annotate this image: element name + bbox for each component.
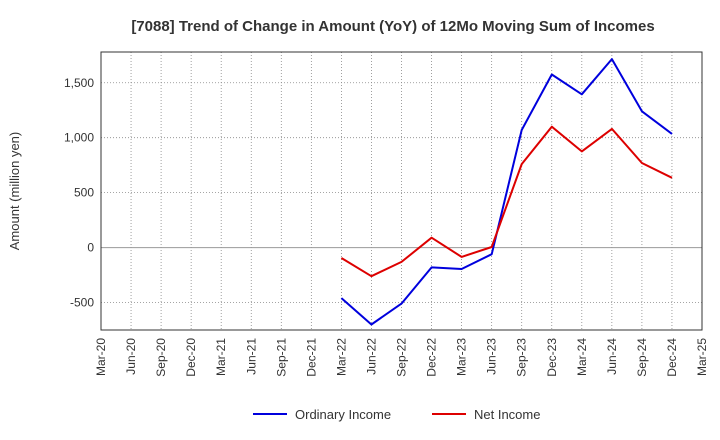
series-lines: [340, 58, 673, 326]
x-tick-label: Dec-21: [304, 338, 318, 377]
x-tick-label: Jun-20: [124, 338, 138, 375]
x-tick-label: Mar-23: [455, 338, 469, 376]
x-tick-label: Jun-22: [364, 338, 378, 375]
y-tick-label: -500: [70, 296, 94, 310]
x-tick-label: Sep-22: [395, 338, 409, 377]
y-tick-label: 1,500: [64, 76, 94, 90]
x-tick-label: Sep-21: [274, 338, 288, 377]
x-tick-label: Dec-24: [665, 338, 679, 377]
x-tick-label: Mar-21: [214, 338, 228, 376]
x-tick-label: Dec-23: [545, 338, 559, 377]
y-tick-label: 1,000: [64, 131, 94, 145]
x-tick-label: Sep-23: [515, 338, 529, 377]
x-tick-label: Jun-24: [605, 338, 619, 375]
y-tick-label: 500: [74, 186, 94, 200]
series-line-ordinary-income: [340, 58, 673, 326]
vertical-gridlines: [130, 52, 673, 330]
x-tick-label: Mar-25: [695, 338, 709, 376]
x-tick-label: Mar-24: [575, 338, 589, 376]
x-tick-label: Dec-22: [425, 338, 439, 377]
series-line-net-income: [340, 125, 673, 278]
x-tick-label: Mar-22: [334, 338, 348, 376]
legend: Ordinary Income Net Income: [253, 407, 540, 422]
x-tick-label: Jun-23: [485, 338, 499, 375]
x-tick-label: Jun-21: [244, 338, 258, 375]
x-tick-label: Sep-20: [154, 338, 168, 377]
x-tick-labels: Mar-20 Jun-20 Sep-20 Dec-20 Mar-21 Jun-21 Sep-…: [94, 338, 709, 377]
y-tick-label: 0: [87, 241, 94, 255]
y-axis-label: Amount (million yen): [7, 132, 22, 251]
legend-label-net-income: Net Income: [474, 407, 540, 422]
x-tick-label: Mar-20: [94, 338, 108, 376]
y-tick-labels: -500 0 500 1,000 1,500: [64, 76, 94, 310]
chart-title: [7088] Trend of Change in Amount (YoY) o…: [131, 18, 654, 35]
x-tick-label: Sep-24: [635, 338, 649, 377]
plot-border: [100, 51, 703, 331]
x-tick-label: Dec-20: [184, 338, 198, 377]
legend-label-ordinary-income: Ordinary Income: [295, 407, 391, 422]
